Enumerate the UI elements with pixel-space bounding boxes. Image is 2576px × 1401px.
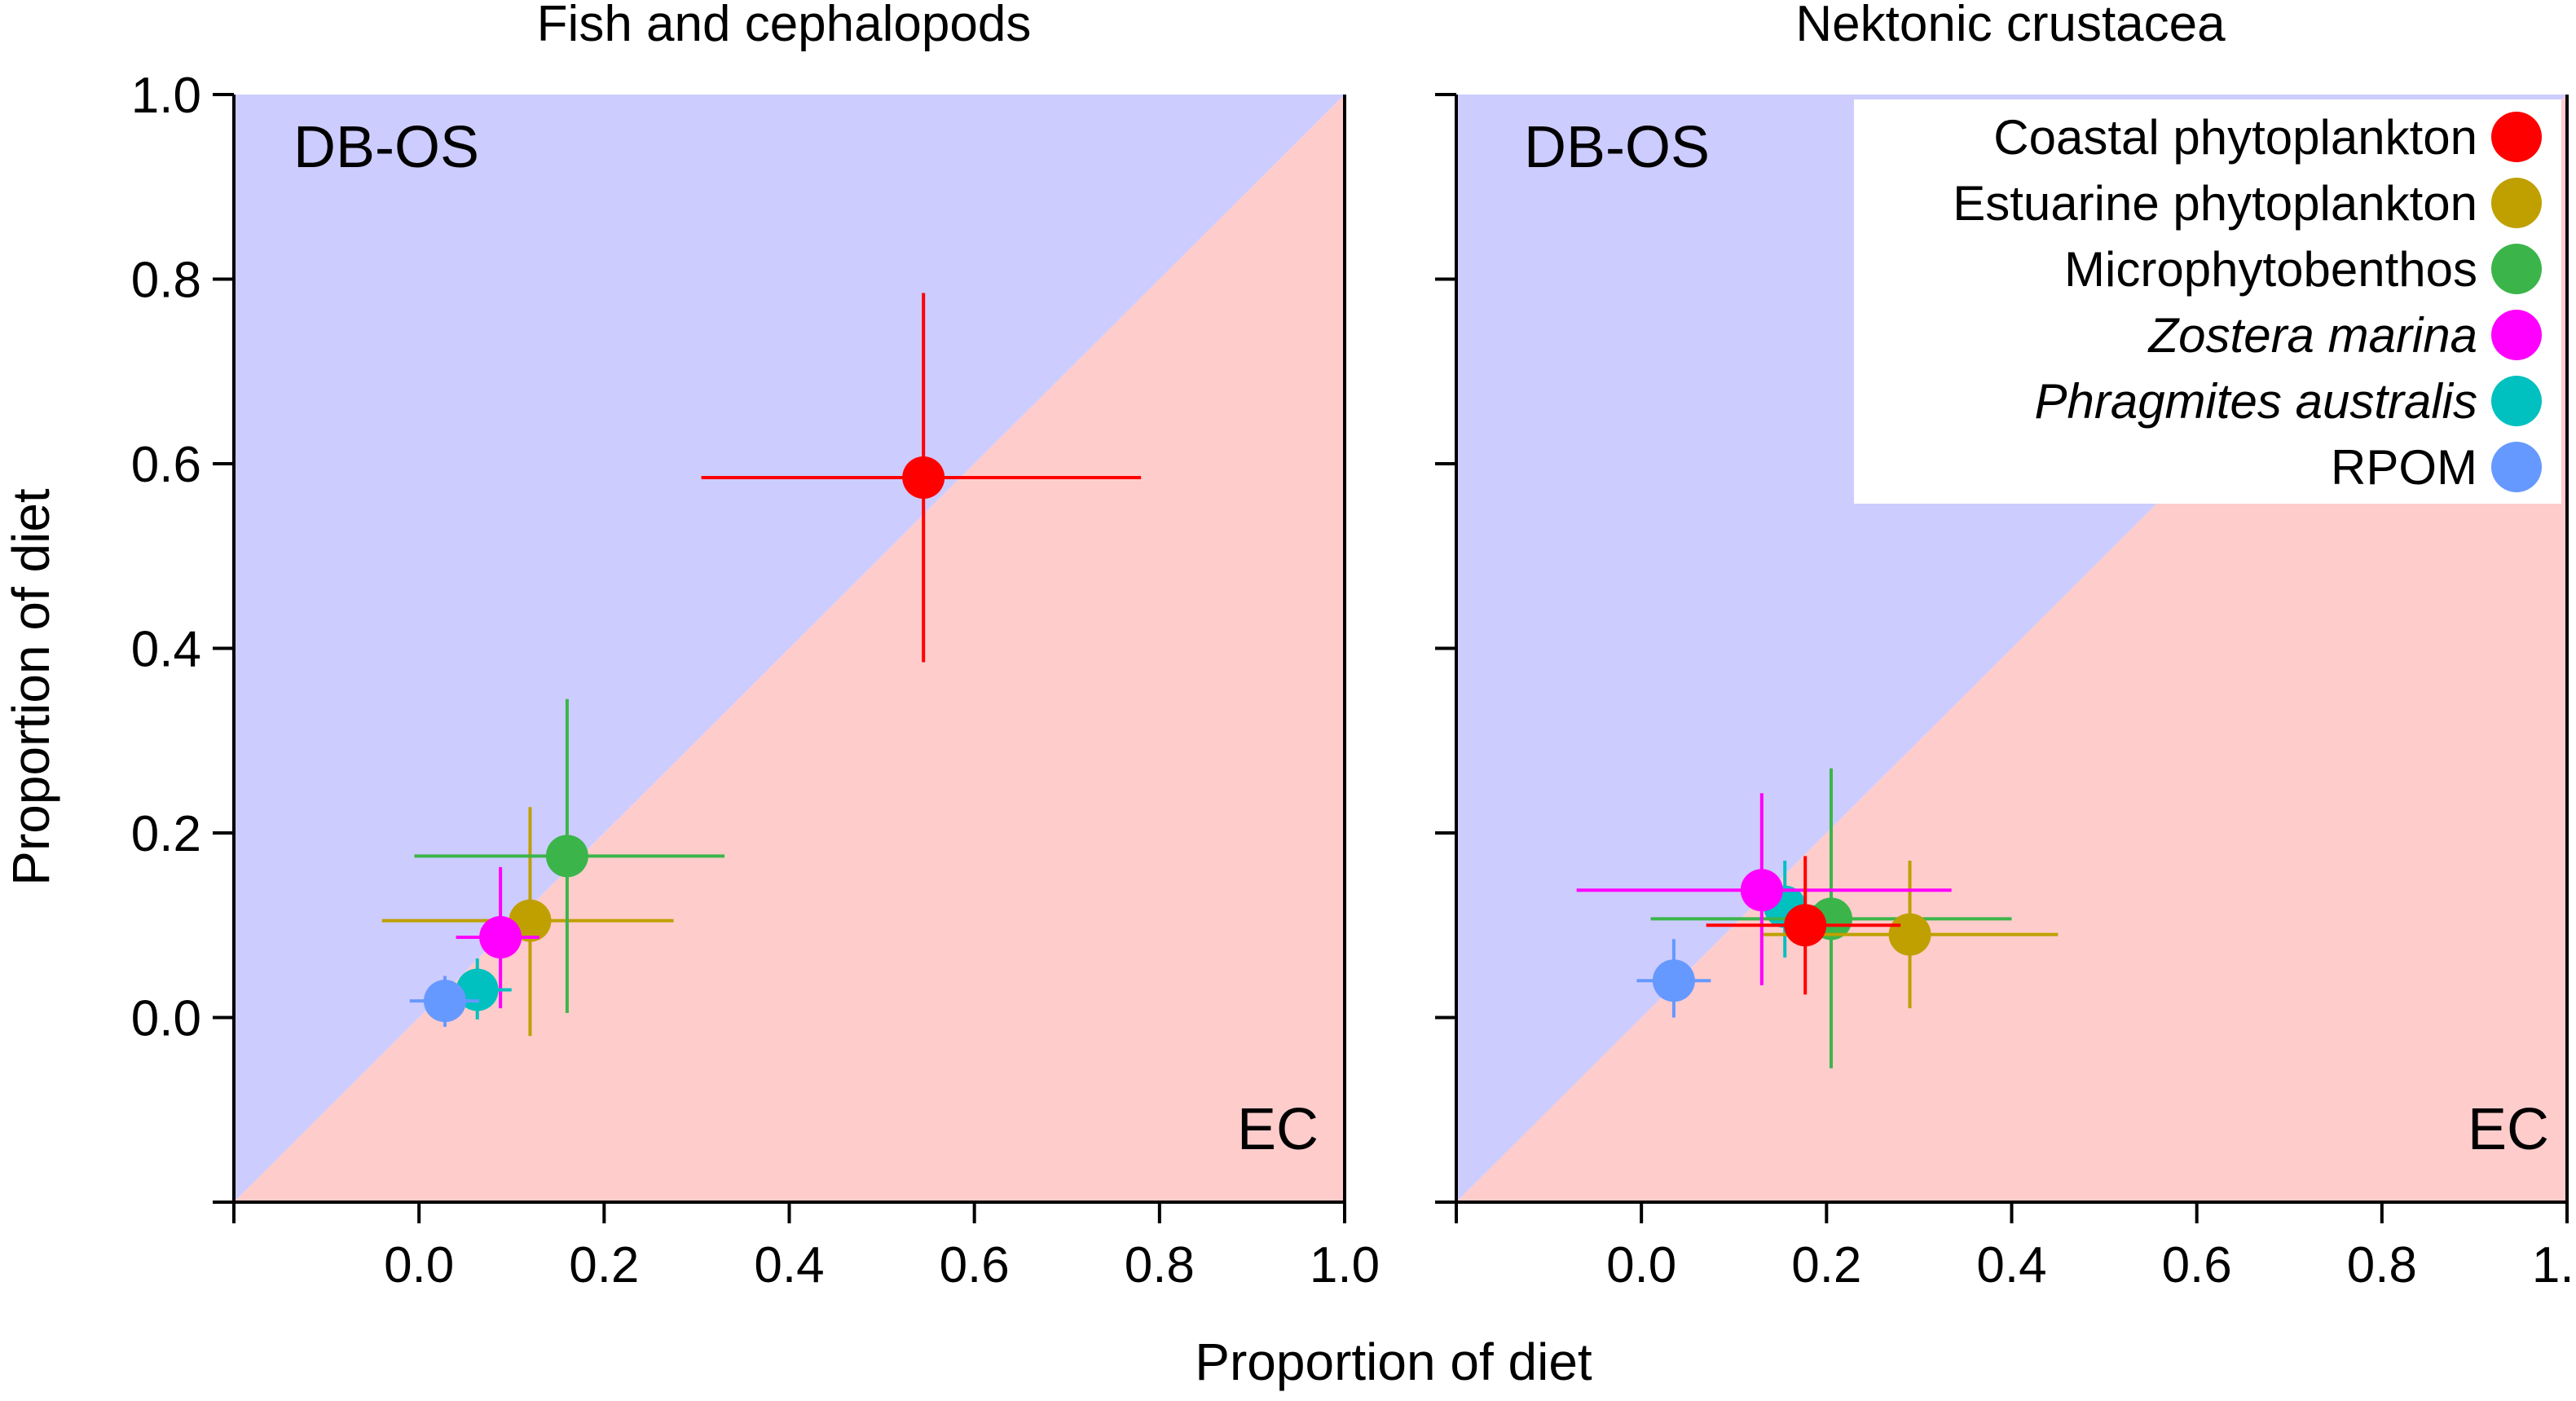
- region-label-db-os: DB-OS: [1524, 115, 1710, 180]
- data-point-microphytobenthos: [414, 698, 724, 1013]
- data-point-rpom: [409, 976, 479, 1027]
- y-tick-label: 0.6: [131, 437, 201, 493]
- legend-item-estuarine-phytoplankton: Estuarine phytoplankton: [1953, 176, 2542, 231]
- x-tick-label: 0.4: [1976, 1237, 2046, 1293]
- x-tick-label: 1.0: [1310, 1237, 1380, 1293]
- x-tick-label: 0.6: [940, 1237, 1010, 1293]
- x-tick-label: 0.6: [2162, 1237, 2232, 1293]
- legend-background: [1854, 99, 2561, 504]
- data-point-coastal-phytoplankton: [701, 293, 1142, 663]
- legend-label: Coastal phytoplankton: [1993, 110, 2477, 165]
- legend-marker: [2491, 310, 2542, 360]
- legend-marker: [2491, 244, 2542, 294]
- region-label-ec: EC: [2468, 1097, 2549, 1162]
- data-point-zostera-marina: [1576, 793, 1952, 985]
- legend-item-phragmites-australis: Phragmites australis: [2034, 374, 2542, 429]
- data-point-zostera-marina: [456, 866, 539, 1009]
- y-tick-label: 1.0: [131, 68, 201, 124]
- point-marker: [902, 456, 945, 499]
- y-tick-label: 0.4: [131, 622, 201, 678]
- legend-label: Zostera marina: [2147, 308, 2477, 363]
- y-axis-label: Proportion of diet: [2, 488, 60, 886]
- y-tick-label: 0.2: [131, 806, 201, 862]
- x-tick-label: 0.0: [384, 1237, 454, 1293]
- data-point-rpom: [1636, 939, 1711, 1018]
- panel-fish-and-cephalopods: 0.0 0.0 0.2 0.2 0.4 0.4 0.6 0.6 0.8 0.8 1.0 1.0 Fis…: [131, 0, 1380, 1293]
- legend-item-zostera-marina: Zostera marina: [2147, 308, 2542, 363]
- region-label-db-os: DB-OS: [293, 115, 479, 180]
- point-marker: [479, 915, 522, 958]
- y-tick-label: 0.8: [131, 253, 201, 309]
- legend-item-coastal-phytoplankton: Coastal phytoplankton: [1993, 110, 2542, 165]
- legend-label: Estuarine phytoplankton: [1953, 176, 2477, 231]
- legend: Coastal phytoplankton Estuarine phytoplan…: [1854, 99, 2561, 504]
- legend-marker: [2491, 112, 2542, 162]
- x-tick-label: 1.0: [2532, 1237, 2576, 1293]
- legend-item-microphytobenthos: Microphytobenthos: [2064, 242, 2542, 297]
- x-tick-label: 0.2: [1791, 1237, 1861, 1293]
- point-marker: [1888, 913, 1931, 956]
- legend-marker: [2491, 376, 2542, 426]
- panel-title: Fish and cephalopods: [537, 0, 1032, 52]
- data-point-coastal-phytoplankton: [1706, 856, 1901, 995]
- point-marker: [545, 835, 588, 878]
- point-marker: [1652, 959, 1695, 1002]
- legend-marker: [2491, 178, 2542, 228]
- point-marker: [423, 980, 466, 1023]
- region-label-ec: EC: [1237, 1097, 1319, 1162]
- x-tick-label: 0.8: [1125, 1237, 1195, 1293]
- legend-marker: [2491, 442, 2542, 492]
- point-marker: [1784, 904, 1827, 947]
- point-marker: [1740, 869, 1783, 912]
- legend-label: Microphytobenthos: [2064, 242, 2477, 297]
- legend-label: Phragmites australis: [2034, 374, 2477, 429]
- x-tick-label: 0.8: [2347, 1237, 2417, 1293]
- legend-item-rpom: RPOM: [2331, 440, 2542, 495]
- x-tick-label: 0.4: [754, 1237, 824, 1293]
- legend-label: RPOM: [2331, 440, 2477, 495]
- panel-title: Nektonic crustacea: [1795, 0, 2226, 52]
- x-tick-label: 0.0: [1606, 1237, 1676, 1293]
- y-tick-label: 0.0: [131, 991, 201, 1047]
- x-tick-label: 0.2: [569, 1237, 639, 1293]
- x-axis-label: Proportion of diet: [1195, 1333, 1592, 1391]
